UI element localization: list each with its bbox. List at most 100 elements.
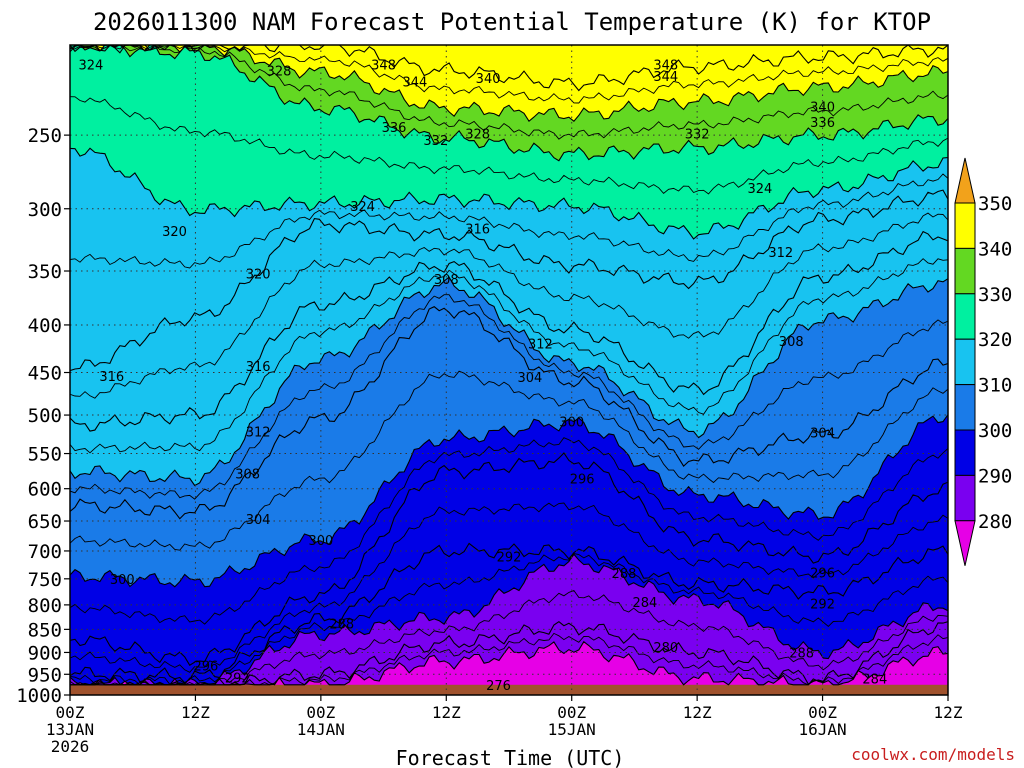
contour-label: 304	[517, 371, 542, 386]
contour-label: 312	[528, 338, 553, 353]
contour-label: 344	[403, 76, 428, 91]
isentrope-296	[70, 452, 948, 666]
contour-label: 296	[193, 660, 218, 675]
contour-label: 312	[246, 426, 271, 441]
y-tick-label: 450	[28, 363, 62, 385]
colorbar-label: 350	[978, 193, 1012, 215]
colorbar-segment	[954, 247, 976, 295]
x-tick-label: 00Z	[56, 703, 85, 722]
isentrope-312	[70, 230, 948, 432]
y-tick-label: 550	[28, 444, 62, 466]
contour-label: 316	[99, 370, 124, 385]
contour-label: 308	[235, 468, 260, 483]
x-tick-label: 00Z	[306, 703, 335, 722]
contour-label: 340	[810, 101, 835, 116]
y-tick-label: 500	[28, 405, 62, 427]
x-tick-label: 2026	[51, 737, 90, 756]
isentrope-intermediate	[70, 437, 948, 625]
isentrope-300	[70, 414, 948, 588]
y-tick-label: 750	[28, 569, 62, 591]
colorbar-label: 280	[978, 511, 1012, 533]
y-tick-label: 700	[28, 541, 62, 563]
contour-label: 324	[78, 59, 103, 74]
contour-label: 336	[810, 116, 835, 131]
contour-label: 316	[465, 222, 490, 237]
colorbar-segment	[954, 384, 976, 431]
contour-label: 300	[110, 573, 135, 588]
contour-label: 280	[653, 641, 678, 656]
contour-label: 284	[862, 673, 887, 688]
x-tick-label: 15JAN	[548, 720, 596, 739]
isentrope-284	[70, 621, 948, 686]
contour-label: 340	[476, 72, 501, 87]
y-tick-label: 300	[28, 199, 62, 221]
colorbar-label: 330	[978, 284, 1012, 306]
colorbar-segment	[954, 202, 976, 249]
y-tick-label: 850	[28, 619, 62, 641]
isentrope-336	[70, 45, 948, 123]
contour-label: 288	[329, 618, 354, 633]
contour-label: 332	[685, 128, 710, 143]
isentrope-344	[70, 45, 948, 92]
colorbar-label: 340	[978, 238, 1012, 260]
contour-label: 300	[559, 415, 584, 430]
isentrope-intermediate	[70, 258, 948, 454]
contour-label: 304	[810, 426, 835, 441]
contour-label: 276	[486, 679, 511, 694]
grid-lines	[69, 45, 949, 696]
contour-label: 320	[162, 225, 187, 240]
x-tick-label: 00Z	[557, 703, 586, 722]
contour-label: 304	[246, 513, 271, 528]
x-tick-label: 12Z	[934, 703, 963, 722]
y-tick-label: 350	[28, 261, 62, 283]
plot-frame	[69, 44, 949, 696]
y-tick-label: 800	[28, 595, 62, 617]
contour-label: 332	[423, 134, 448, 149]
y-tick-label: 950	[28, 664, 62, 686]
colorbar-label: 320	[978, 329, 1012, 351]
colorbar-label: 300	[978, 420, 1012, 442]
colorbar-bottom-arrow	[954, 520, 976, 566]
contour-label: 300	[308, 534, 333, 549]
isentrope-intermediate	[70, 553, 948, 686]
colorbar: 350 340 330 320 310 300 290 280	[954, 157, 1012, 566]
colorbar-top-arrow	[954, 157, 976, 204]
isentrope-intermediate	[70, 294, 948, 500]
contour-label: 296	[570, 472, 595, 487]
x-tick-label: 00Z	[808, 703, 837, 722]
contour-label: 292	[497, 551, 522, 566]
contour-label: 316	[246, 360, 271, 375]
theta-band-280	[70, 641, 948, 695]
isentrope-intermediate	[70, 212, 948, 399]
x-tick-label: 13JAN	[46, 720, 94, 739]
contour-label: 324	[747, 182, 772, 197]
contour-label: 308	[779, 335, 804, 350]
isentrope-contours	[70, 45, 948, 686]
isentrope-intermediate	[70, 173, 948, 269]
x-tick-label: 12Z	[181, 703, 210, 722]
colorbar-segment	[954, 293, 976, 340]
ground-fill	[70, 684, 948, 695]
contour-label: 348	[371, 59, 396, 74]
contour-label: 292	[225, 672, 250, 687]
credit-text: coolwx.com/models	[851, 745, 1015, 764]
contour-label: 344	[653, 70, 678, 85]
chart-title: 2026011300 NAM Forecast Potential Temper…	[93, 8, 931, 36]
y-tick-label: 1000	[16, 685, 62, 707]
y-tick-label: 600	[28, 479, 62, 501]
y-tick-label: 900	[28, 642, 62, 664]
x-tick-label: 12Z	[683, 703, 712, 722]
x-tick-label: 12Z	[432, 703, 461, 722]
contour-label: 348	[653, 59, 678, 74]
isentrope-intermediate	[70, 96, 948, 195]
colorbar-label: 310	[978, 375, 1012, 397]
contour-label: 328	[465, 128, 490, 143]
isentrope-intermediate	[70, 502, 948, 673]
contour-label: 328	[267, 64, 292, 79]
x-axis-label: Forecast Time (UTC)	[396, 746, 625, 768]
isentrope-304	[70, 306, 948, 520]
contour-label: 324	[350, 200, 375, 215]
